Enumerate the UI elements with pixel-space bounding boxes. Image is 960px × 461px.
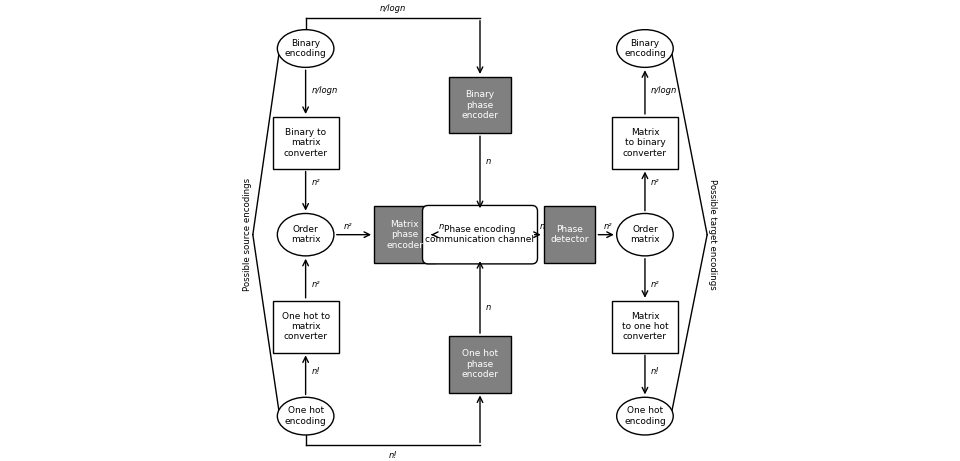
Text: Order
matrix: Order matrix	[630, 225, 660, 244]
Text: n!: n!	[651, 367, 660, 376]
Text: Phase encoding
communication channel: Phase encoding communication channel	[425, 225, 535, 244]
Text: Binary
encoding: Binary encoding	[624, 39, 666, 58]
FancyBboxPatch shape	[543, 207, 595, 263]
Text: n²: n²	[344, 222, 352, 231]
Text: n: n	[439, 222, 444, 231]
Text: n²: n²	[651, 280, 660, 289]
Ellipse shape	[616, 30, 673, 67]
Text: n!: n!	[389, 451, 397, 460]
Ellipse shape	[277, 30, 334, 67]
Text: n∕logn: n∕logn	[380, 4, 406, 13]
Text: n!: n!	[311, 367, 320, 376]
Text: n∕logn: n∕logn	[651, 86, 677, 95]
FancyBboxPatch shape	[422, 206, 538, 264]
Text: n: n	[486, 157, 491, 166]
Text: Matrix
to binary
converter: Matrix to binary converter	[623, 128, 667, 158]
Text: Binary
encoding: Binary encoding	[285, 39, 326, 58]
Text: Possible target encodings: Possible target encodings	[708, 179, 717, 290]
Text: Possible source encodings: Possible source encodings	[243, 178, 252, 291]
Text: n²: n²	[311, 178, 320, 187]
FancyBboxPatch shape	[374, 207, 435, 263]
FancyBboxPatch shape	[449, 77, 511, 133]
FancyBboxPatch shape	[273, 117, 339, 169]
Text: Matrix
phase
encoder: Matrix phase encoder	[386, 220, 423, 249]
Ellipse shape	[277, 213, 334, 256]
Text: n: n	[486, 303, 491, 312]
Text: Order
matrix: Order matrix	[291, 225, 321, 244]
FancyBboxPatch shape	[612, 117, 678, 169]
Text: Binary
phase
encoder: Binary phase encoder	[462, 90, 498, 120]
Text: n∕logn: n∕logn	[311, 86, 338, 95]
Text: Binary to
matrix
converter: Binary to matrix converter	[283, 128, 327, 158]
Text: n²: n²	[651, 178, 660, 187]
Text: n: n	[540, 222, 545, 231]
Text: Phase
detector: Phase detector	[550, 225, 588, 244]
Text: One hot to
matrix
converter: One hot to matrix converter	[281, 312, 329, 342]
Ellipse shape	[277, 397, 334, 435]
Text: Matrix
to one hot
converter: Matrix to one hot converter	[622, 312, 668, 342]
FancyBboxPatch shape	[273, 301, 339, 353]
Ellipse shape	[616, 397, 673, 435]
Text: One hot
phase
encoder: One hot phase encoder	[462, 349, 498, 379]
Text: One hot
encoding: One hot encoding	[285, 407, 326, 426]
Text: n²: n²	[311, 280, 320, 289]
FancyBboxPatch shape	[449, 336, 511, 393]
FancyBboxPatch shape	[612, 301, 678, 353]
Ellipse shape	[616, 213, 673, 256]
Text: n²: n²	[604, 222, 612, 231]
Text: One hot
encoding: One hot encoding	[624, 407, 666, 426]
